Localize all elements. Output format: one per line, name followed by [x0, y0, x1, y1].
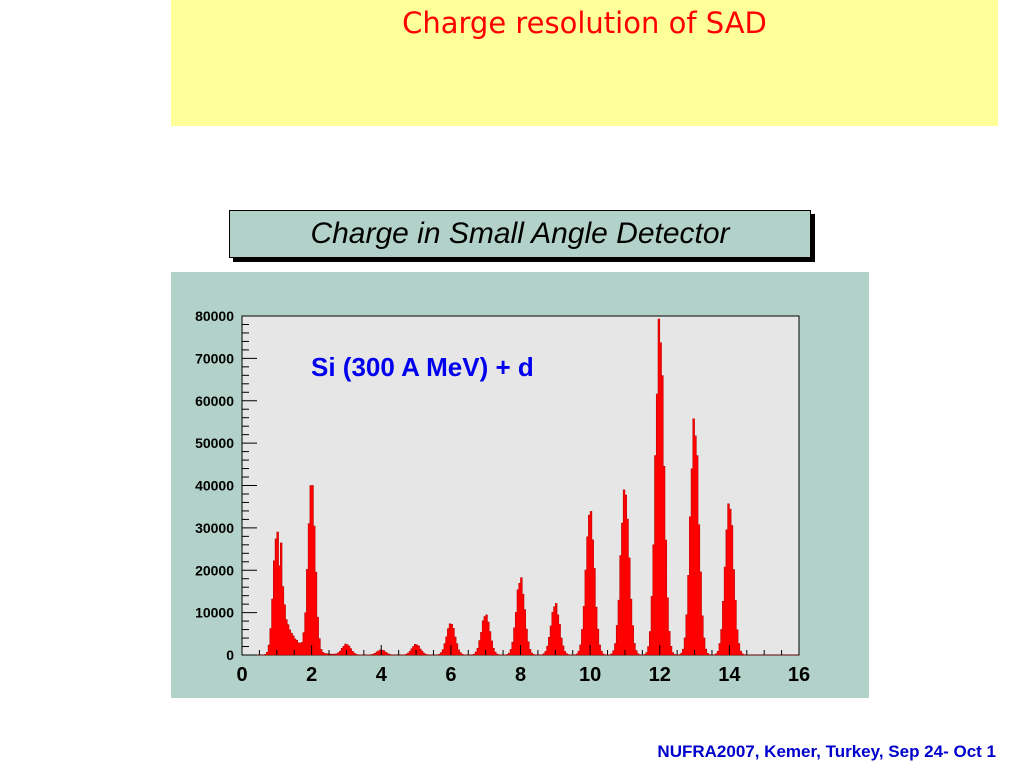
footer-text: NUFRA2007, Kemer, Turkey, Sep 24- Oct 1	[657, 742, 996, 761]
histogram-chart: 0 10000 20000 30000 40000 50000 60000 70000 8000…	[195, 308, 810, 686]
x-tick-label: 14	[718, 664, 741, 686]
y-tick-label: 0	[226, 647, 234, 663]
x-tick-label: 0	[236, 664, 247, 686]
y-tick-label: 40000	[195, 478, 234, 494]
y-tick-label: 50000	[195, 435, 234, 451]
header-band: Charge resolution of SAD	[171, 0, 998, 126]
histogram-fill	[242, 318, 799, 656]
y-tick-label: 30000	[195, 520, 234, 536]
chart-panel: 0 10000 20000 30000 40000 50000 60000 70000 8000…	[171, 272, 869, 698]
x-tick-label: 6	[445, 664, 456, 686]
y-tick-label: 10000	[195, 605, 234, 621]
x-tick-label: 2	[306, 664, 317, 686]
chart-title: Charge in Small Angle Detector	[310, 217, 730, 250]
x-tick-label: 4	[376, 664, 388, 686]
y-tick-label: 80000	[195, 308, 234, 324]
slide-title: Charge resolution of SAD	[402, 6, 767, 40]
x-tick-label: 16	[788, 664, 810, 686]
y-tick-label: 70000	[195, 350, 234, 366]
chart-title-box: Charge in Small Angle Detector	[229, 210, 811, 258]
x-tick-label: 8	[515, 664, 526, 686]
reaction-annotation: Si (300 A MeV) + d	[311, 352, 534, 382]
y-tick-label: 60000	[195, 393, 234, 409]
x-tick-label: 10	[579, 664, 601, 686]
y-tick-label: 20000	[195, 562, 234, 578]
x-tick-label: 12	[649, 664, 671, 686]
